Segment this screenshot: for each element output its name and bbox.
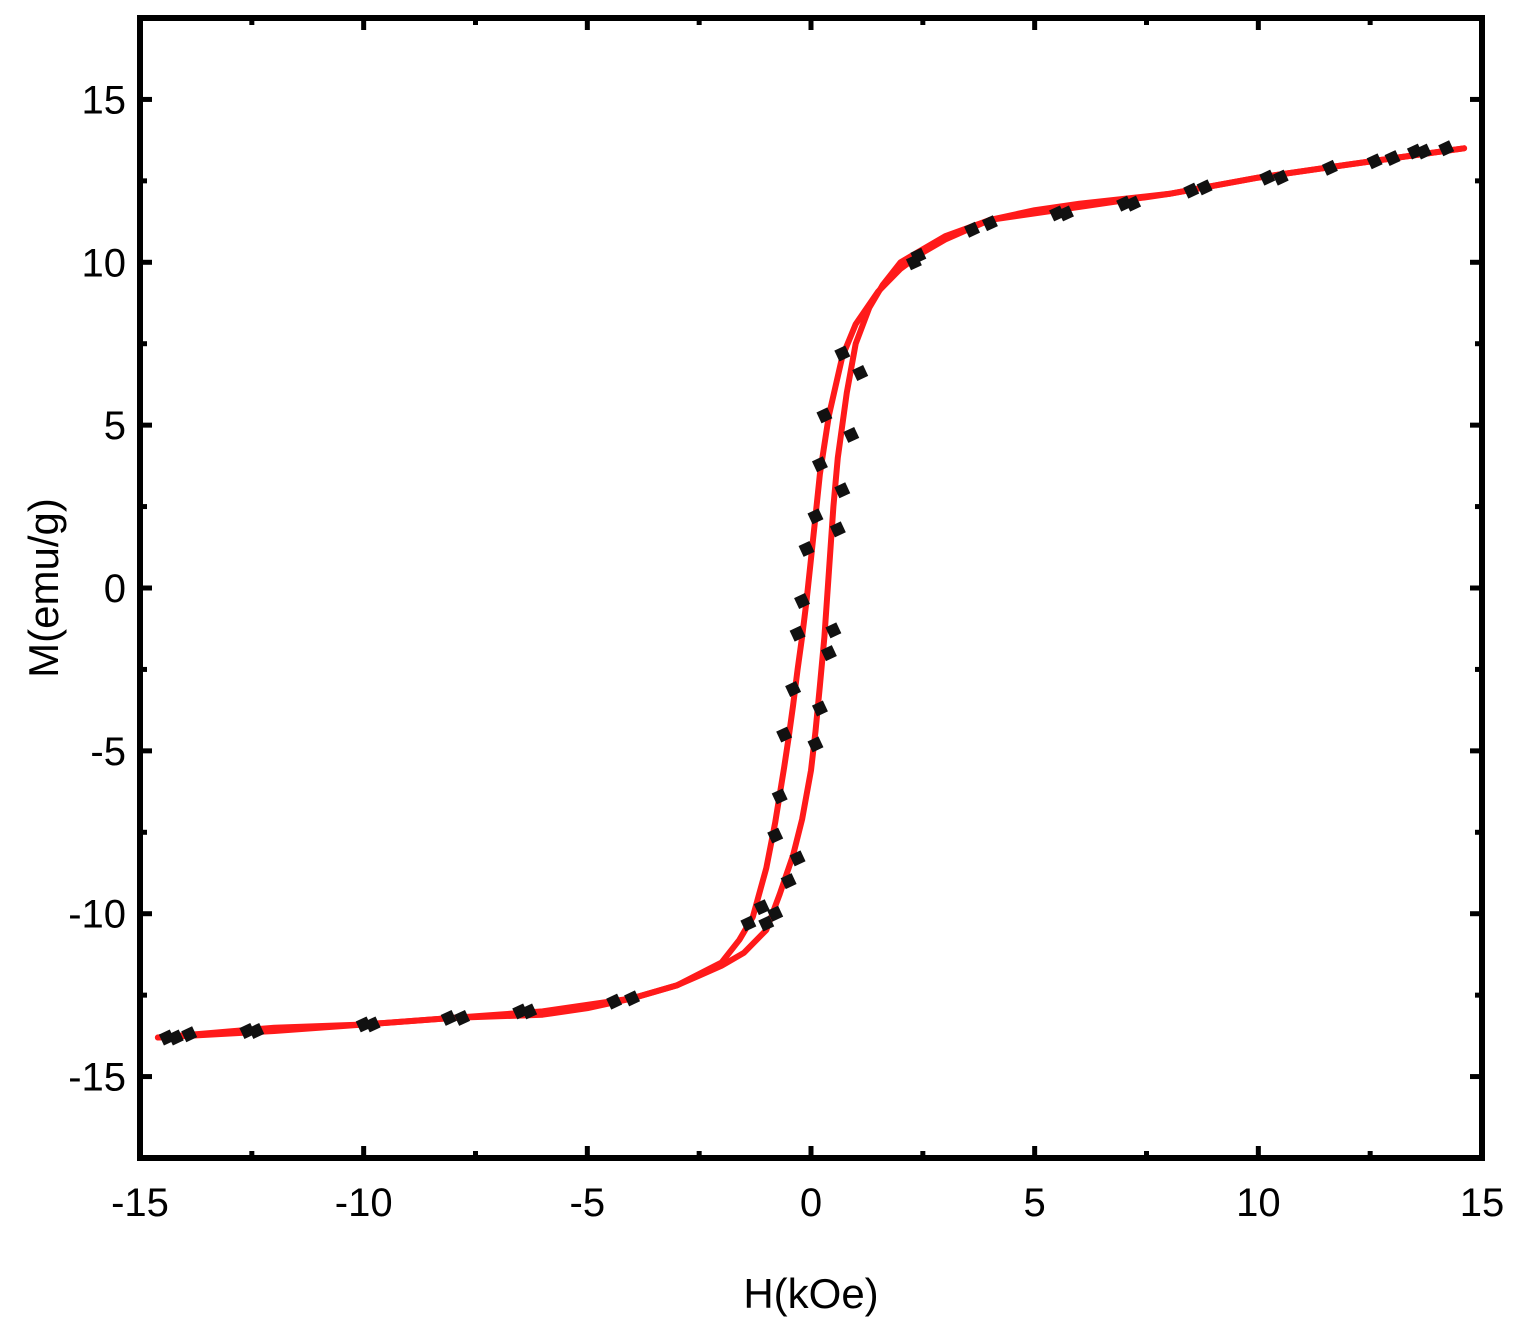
x-tick-label: -10 <box>335 1181 393 1225</box>
x-tick-labels: -15 -10 -5 0 5 10 15 <box>111 1181 1504 1225</box>
data-marker <box>834 345 851 362</box>
x-tick-label: -5 <box>570 1181 606 1225</box>
x-tick-label: 10 <box>1236 1181 1281 1225</box>
data-marker <box>1183 182 1200 199</box>
data-marker <box>807 508 824 525</box>
data-marker <box>767 905 784 922</box>
data-marker <box>807 736 824 753</box>
data-marker <box>1384 150 1401 167</box>
data-marker <box>776 726 793 743</box>
y-tick-labels: -15 -10 -5 0 5 10 15 <box>68 78 126 1099</box>
data-marker <box>780 873 797 890</box>
data-marker <box>789 625 806 642</box>
data-marker <box>1058 205 1074 222</box>
data-marker <box>771 788 788 805</box>
ticks-group <box>137 18 1485 1158</box>
curves-group <box>154 145 1468 1041</box>
series-ascending-line <box>154 145 1468 1041</box>
data-marker <box>753 899 770 916</box>
data-marker <box>167 1029 184 1046</box>
plot-frame <box>137 15 1485 1161</box>
data-marker <box>248 1022 265 1039</box>
data-marker <box>1272 169 1289 186</box>
series-descending-line <box>154 145 1468 1041</box>
data-marker <box>1259 169 1276 186</box>
data-marker <box>1196 179 1213 196</box>
data-marker <box>606 993 623 1010</box>
x-tick-label: 15 <box>1460 1181 1505 1225</box>
data-marker <box>789 850 806 867</box>
data-marker <box>910 247 927 264</box>
data-marker <box>852 365 869 382</box>
data-marker <box>820 645 837 662</box>
data-marker <box>767 827 784 844</box>
data-marker <box>758 915 775 932</box>
y-tick-label: -5 <box>90 730 126 774</box>
x-tick-label: 5 <box>1024 1181 1046 1225</box>
x-tick-label: -15 <box>111 1181 169 1225</box>
data-marker <box>454 1009 471 1026</box>
data-marker <box>521 1003 538 1020</box>
y-tick-label: 15 <box>82 78 127 122</box>
y-tick-label: 5 <box>104 404 126 448</box>
data-marker <box>181 1026 198 1043</box>
data-marker <box>1438 140 1455 157</box>
data-marker <box>816 407 833 424</box>
data-marker <box>1125 195 1142 212</box>
y-tick-label: -15 <box>68 1056 126 1100</box>
data-marker <box>825 622 842 639</box>
data-marker <box>843 426 860 443</box>
x-tick-label: 0 <box>800 1181 822 1225</box>
data-marker <box>740 915 757 932</box>
y-tick-label: -10 <box>68 893 126 937</box>
data-marker <box>798 540 815 557</box>
y-tick-label: 0 <box>104 567 126 611</box>
data-marker <box>794 593 811 610</box>
data-marker <box>364 1016 381 1033</box>
y-tick-label: 10 <box>82 241 127 285</box>
data-marker <box>811 456 828 473</box>
markers-group <box>158 140 1455 1046</box>
data-marker <box>834 482 851 499</box>
data-marker <box>1415 143 1432 160</box>
data-marker <box>829 521 846 538</box>
data-marker <box>785 680 802 697</box>
x-axis-label: H(kOe) <box>743 1270 878 1317</box>
data-marker <box>964 221 981 238</box>
data-marker <box>981 215 998 232</box>
data-marker <box>1321 159 1338 176</box>
data-marker <box>440 1009 457 1026</box>
data-marker <box>1366 153 1383 170</box>
y-axis-label: M(emu/g) <box>20 498 67 678</box>
data-marker <box>811 700 828 717</box>
data-marker <box>624 990 641 1007</box>
